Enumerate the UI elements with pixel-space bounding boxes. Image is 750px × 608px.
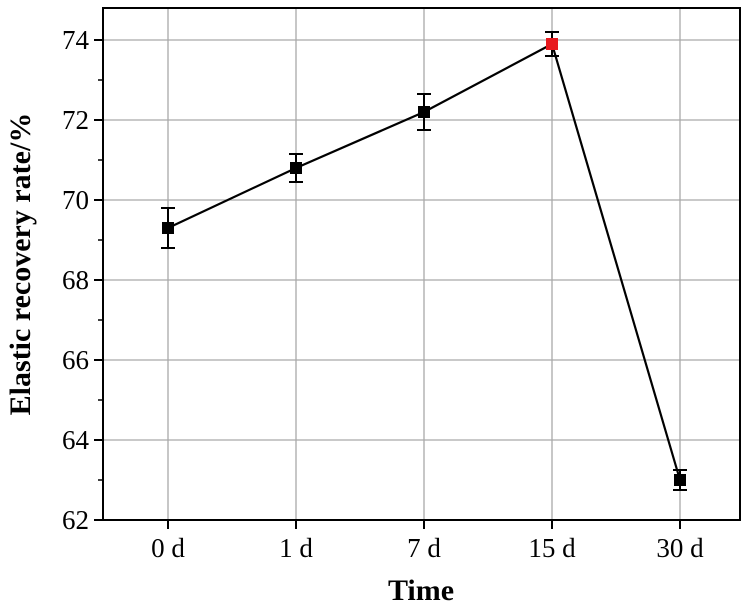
y-tick-label: 72 [62, 105, 89, 135]
x-axis: 0 d 1 d 7 d 15 d 30 d [151, 520, 704, 563]
grid [103, 8, 740, 521]
y-axis: 62 64 66 68 70 72 74 [62, 25, 103, 535]
series [161, 31, 687, 491]
data-point [290, 162, 302, 174]
y-tick-label: 74 [62, 25, 90, 55]
data-point [418, 106, 430, 118]
data-point [674, 474, 686, 486]
y-tick-label: 68 [62, 265, 89, 295]
y-tick-label: 62 [62, 505, 89, 535]
x-tick-label: 7 d [407, 533, 441, 563]
x-tick-label: 1 d [279, 533, 313, 563]
y-tick-label: 64 [62, 425, 90, 455]
data-point [546, 38, 558, 50]
y-tick-label: 66 [62, 345, 89, 375]
plot-frame [102, 7, 741, 521]
x-tick-label: 30 d [656, 533, 704, 563]
x-tick-label: 0 d [151, 533, 185, 563]
y-tick-label: 70 [62, 185, 89, 215]
data-point [162, 222, 174, 234]
plot-area [103, 8, 740, 520]
y-axis-title: Elastic recovery rate/% [4, 113, 37, 416]
x-tick-label: 15 d [528, 533, 576, 563]
x-axis-title: Time [388, 574, 454, 607]
